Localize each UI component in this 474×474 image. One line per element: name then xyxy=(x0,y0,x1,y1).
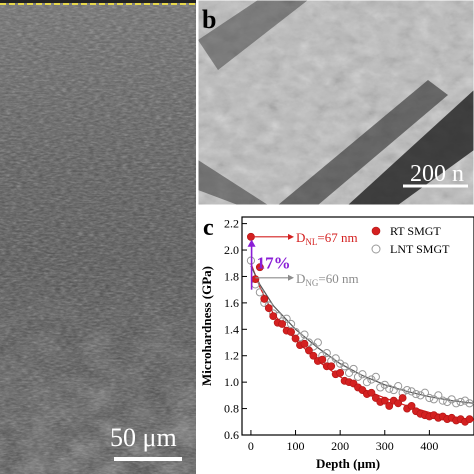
rt-data-point xyxy=(251,275,260,283)
lnt-data-point xyxy=(434,391,443,400)
legend-rt-marker xyxy=(371,226,381,236)
lnt-data-point xyxy=(340,362,349,371)
panel-b-letter: b xyxy=(202,5,217,34)
lnt-data-point xyxy=(456,397,465,407)
y-tick-label: 1.8 xyxy=(224,269,239,283)
y-tick-label: 1.2 xyxy=(224,349,239,363)
lnt-data-point xyxy=(331,354,340,363)
lnt-data-point xyxy=(429,395,438,404)
lnt-data-point xyxy=(353,372,363,381)
lnt-data-point xyxy=(460,396,470,405)
legend: RT SMGT LNT SMGT xyxy=(371,224,450,256)
rt-data-point xyxy=(278,320,287,328)
lnt-data-point xyxy=(407,387,416,396)
fit-curves xyxy=(250,262,474,422)
panel-a-image xyxy=(0,0,196,474)
x-tick-label: 300 xyxy=(376,439,394,453)
rt-data-point xyxy=(367,388,376,397)
hardness-chart: c 0 100 200 300 400 0.6 0.8 1.0 1.2 1.4 1.6 1.8 2.0 2… xyxy=(199,215,474,471)
y-axis-label: Microhardness (GPa) xyxy=(199,266,214,386)
rt-data-point xyxy=(264,304,273,313)
lnt-data-point xyxy=(286,319,296,329)
fit-curve-0 xyxy=(250,262,474,422)
rt-data-point xyxy=(300,339,309,348)
lnt-data-point xyxy=(344,368,354,378)
lnt-data-point xyxy=(402,385,412,395)
panel-a-scale-label: 50 μm xyxy=(110,423,177,452)
rt-data-point xyxy=(380,396,389,405)
panel-c-letter: c xyxy=(203,215,214,241)
annotations: DNL=67 nm 17% DNG=60 nm xyxy=(247,230,359,290)
rt-data-point xyxy=(305,346,313,355)
y-tick-label: 1.4 xyxy=(224,322,239,336)
lnt-data-point xyxy=(336,359,345,368)
y-tick-label: 1.0 xyxy=(224,375,239,389)
lnt-data-point xyxy=(411,389,421,399)
dnl-label: DNL=67 nm xyxy=(296,230,358,247)
panel-b-image xyxy=(198,0,474,205)
rt-data-point xyxy=(327,362,336,371)
lnt-data-point xyxy=(385,384,394,393)
y-tick-label: 1.6 xyxy=(224,296,239,310)
legend-rt-label: RT SMGT xyxy=(390,224,441,238)
x-tick-label: 400 xyxy=(420,439,438,453)
x-tick-label: 0 xyxy=(248,439,254,453)
fit-curve-1 xyxy=(250,265,474,404)
chart-axes: 0 100 200 300 400 0.6 0.8 1.0 1.2 1.4 1.6 1.8 2.0 2.2… xyxy=(199,216,474,471)
rt-data-point xyxy=(255,263,264,272)
lnt-data-point xyxy=(362,378,372,387)
lnt-data-point xyxy=(438,396,447,405)
rt-data-point xyxy=(398,394,407,402)
legend-lnt-marker xyxy=(371,244,381,254)
percent-arrow-head xyxy=(247,239,256,247)
panel-c: c 0 100 200 300 400 0.6 0.8 1.0 1.2 1.4 1.6 1.8 2.0 2… xyxy=(198,207,474,474)
panel-b-micrograph: b 200 n xyxy=(198,0,474,205)
percent-label: 17% xyxy=(257,254,291,273)
y-tick-label: 2.0 xyxy=(224,243,239,257)
lnt-data-point xyxy=(367,375,376,384)
y-tick-label: 0.8 xyxy=(224,402,239,416)
lnt-data-point xyxy=(313,338,322,347)
legend-lnt-label: LNT SMGT xyxy=(390,242,450,256)
rt-data-point xyxy=(407,402,416,410)
lnt-data-point xyxy=(255,288,264,297)
lnt-data-point xyxy=(465,399,474,408)
rt-data-point xyxy=(309,351,318,360)
dng-label: DNG=60 nm xyxy=(296,271,359,288)
lnt-data-point xyxy=(416,391,425,400)
lnt-data-point xyxy=(322,348,331,358)
lnt-data-point xyxy=(420,388,430,397)
rt-data-point xyxy=(291,334,300,343)
x-tick-label: 100 xyxy=(287,439,305,453)
dng-arrow-head xyxy=(288,274,294,281)
panel-a-micrograph: 50 μm xyxy=(0,0,196,474)
rt-data-point xyxy=(260,295,269,303)
lnt-data-point xyxy=(394,382,403,391)
rt-data-point xyxy=(269,312,278,320)
lnt-data-point xyxy=(358,370,367,379)
rt-data-point xyxy=(336,369,345,377)
rt-data-point xyxy=(465,415,474,424)
lnt-data-point xyxy=(452,399,461,408)
lnt-data-point xyxy=(349,364,358,374)
panel-b-scale-label: 200 n xyxy=(410,161,464,187)
lnt-data-point xyxy=(282,314,291,323)
lnt-data-point xyxy=(425,393,434,403)
x-tick-label: 200 xyxy=(331,439,349,453)
lnt-data-point xyxy=(443,397,452,407)
rt-data-point xyxy=(287,328,295,336)
lnt-data-point xyxy=(376,383,385,392)
rt-data-point xyxy=(318,355,327,364)
lnt-data-point xyxy=(300,330,309,339)
y-tick-label: 0.6 xyxy=(224,428,239,442)
plot-frame xyxy=(241,216,474,436)
lnt-data-point xyxy=(371,372,380,381)
rt-data-point xyxy=(385,402,394,410)
rt-data-point xyxy=(394,399,403,408)
x-axis-label: Depth (μm) xyxy=(316,456,380,471)
data-points xyxy=(246,232,474,426)
y-tick-label: 2.2 xyxy=(224,217,239,231)
dnl-arrow-head xyxy=(288,233,294,240)
